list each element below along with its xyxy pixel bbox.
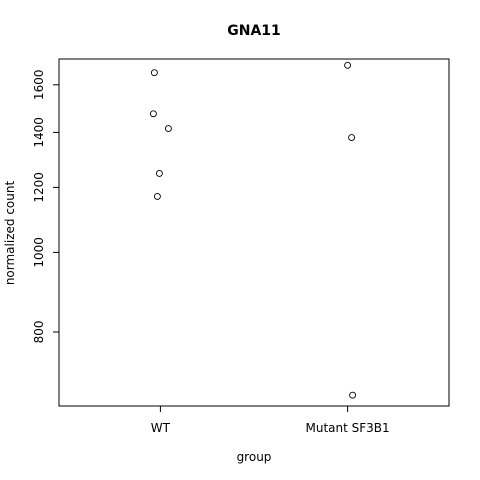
x-tick-label: Mutant SF3B1 [306,421,390,435]
data-point [349,391,357,399]
y-tick-label: 1400 [32,117,46,148]
y-tick-label: 1000 [32,237,46,268]
data-point [348,134,356,141]
data-points [149,61,357,399]
y-tick-label: 1600 [32,70,46,101]
data-point [149,110,157,118]
data-point [155,169,163,177]
y-tick-label: 1200 [32,172,46,203]
y-tick-label: 800 [32,321,46,344]
y-axis-label: normalized count [3,181,17,286]
data-point [164,125,172,133]
x-axis-label: group [237,450,272,464]
data-point [153,192,161,200]
plot-frame [58,58,450,407]
data-point [344,61,352,69]
y-axis: 800 1000 1200 1400 1600 [32,70,60,344]
chart-title: GNA11 [227,23,281,39]
x-axis: WT Mutant SF3B1 [151,406,390,435]
data-point [150,69,158,77]
x-tick-label: WT [151,421,171,435]
